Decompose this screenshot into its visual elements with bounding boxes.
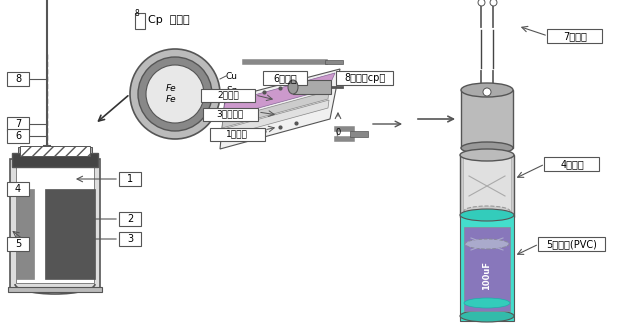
Bar <box>463 157 511 215</box>
Text: 5、胶管(PVC): 5、胶管(PVC) <box>547 239 598 249</box>
Bar <box>16 165 94 283</box>
Circle shape <box>146 65 204 123</box>
Bar <box>7 117 29 131</box>
Bar <box>203 108 257 121</box>
Ellipse shape <box>464 298 510 308</box>
Text: 5: 5 <box>15 239 21 249</box>
Bar <box>460 155 514 217</box>
Text: Sn: Sn <box>226 86 237 95</box>
Bar <box>539 237 606 251</box>
Text: 2: 2 <box>127 214 133 224</box>
Text: 4、铝壳: 4、铝壳 <box>560 159 584 169</box>
Text: 8: 8 <box>135 8 140 17</box>
Bar <box>263 71 307 85</box>
Bar <box>350 131 368 137</box>
Ellipse shape <box>288 80 298 94</box>
Ellipse shape <box>464 206 510 216</box>
Ellipse shape <box>460 310 514 322</box>
Ellipse shape <box>461 83 513 97</box>
Text: 7、胶粒: 7、胶粒 <box>563 31 587 41</box>
Bar <box>7 237 29 251</box>
Bar <box>10 159 100 289</box>
Bar <box>45 189 95 279</box>
Text: 100uF: 100uF <box>482 262 492 291</box>
Bar <box>200 89 255 102</box>
Bar <box>325 60 343 64</box>
Ellipse shape <box>461 142 513 154</box>
Bar <box>12 153 98 167</box>
Bar <box>20 146 90 156</box>
Text: Cu: Cu <box>226 71 238 80</box>
Bar <box>119 232 141 246</box>
Ellipse shape <box>460 209 514 221</box>
Polygon shape <box>222 73 335 118</box>
Polygon shape <box>220 69 340 149</box>
Text: 8: 8 <box>15 74 21 84</box>
Text: 3: 3 <box>127 234 133 244</box>
Text: 8、导针cp线: 8、导针cp线 <box>344 73 386 83</box>
Bar <box>293 80 331 94</box>
Bar <box>210 128 265 141</box>
Polygon shape <box>222 100 329 137</box>
Bar <box>21 147 89 153</box>
Polygon shape <box>222 91 329 128</box>
Bar <box>18 147 92 153</box>
Text: 6、导针: 6、导针 <box>273 73 297 83</box>
Text: 0: 0 <box>335 128 340 137</box>
Bar <box>544 157 600 171</box>
Text: 7: 7 <box>15 119 21 129</box>
Text: Cp  线解剖: Cp 线解剖 <box>148 15 190 25</box>
Bar <box>21 147 89 153</box>
Ellipse shape <box>460 149 514 161</box>
Text: 6: 6 <box>15 131 21 141</box>
Text: 4: 4 <box>15 184 21 194</box>
Text: 1、正箔: 1、正箔 <box>226 130 248 139</box>
Text: Fe: Fe <box>166 84 176 93</box>
Bar <box>7 72 29 86</box>
Circle shape <box>483 88 491 96</box>
Bar <box>460 215 514 321</box>
Bar <box>547 29 603 43</box>
Text: Fe: Fe <box>166 95 176 104</box>
Text: 3、电解纸: 3、电解纸 <box>216 110 244 119</box>
Bar <box>461 90 513 148</box>
Text: 1: 1 <box>127 174 133 184</box>
Bar <box>119 212 141 226</box>
Bar <box>337 71 394 85</box>
Bar <box>7 129 29 143</box>
Text: 2、负箔: 2、负箔 <box>217 91 239 100</box>
Bar <box>119 172 141 186</box>
Bar <box>7 182 29 196</box>
Bar <box>464 227 510 311</box>
Circle shape <box>138 57 212 131</box>
Bar <box>8 287 102 292</box>
Bar <box>16 189 34 279</box>
Circle shape <box>130 49 220 139</box>
Bar <box>135 13 145 29</box>
Ellipse shape <box>465 239 509 249</box>
